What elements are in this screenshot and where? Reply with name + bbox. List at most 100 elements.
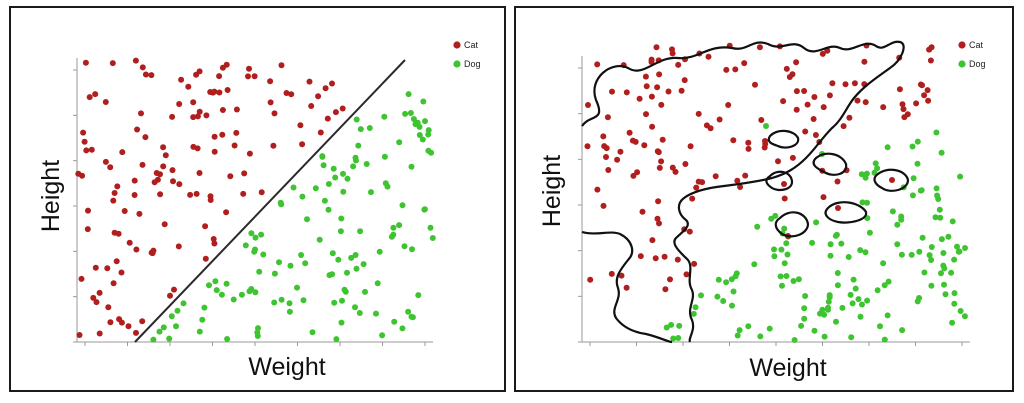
cat-point (131, 192, 138, 198)
cat-point (107, 164, 114, 171)
dog-point (300, 297, 307, 304)
dog-point (847, 291, 854, 298)
cat-point (240, 190, 247, 197)
dog-point (827, 252, 834, 259)
dog-point (409, 246, 415, 253)
dog-point (429, 235, 436, 241)
cat-point (111, 190, 118, 196)
dog-point (340, 188, 347, 195)
dog-point (428, 149, 435, 156)
dog-point (848, 334, 855, 341)
dog-point (340, 170, 346, 177)
dog-point (408, 163, 415, 170)
dog-point (320, 162, 327, 169)
chart-panel-linear: Height Weight Cat Dog (9, 6, 506, 392)
dog-point (781, 260, 788, 267)
cat-point (202, 255, 209, 262)
decision-boundary-curves (581, 40, 910, 344)
cat-point (210, 236, 217, 242)
cat-point (283, 90, 290, 96)
dog-point (271, 299, 278, 306)
cat-point (118, 269, 125, 276)
cat-point (271, 110, 278, 117)
dog-point (825, 298, 832, 305)
dog-point (736, 327, 743, 334)
cat-point (169, 167, 176, 174)
dog-point (150, 336, 157, 343)
cat-point (665, 88, 672, 95)
cat-point (131, 177, 138, 184)
dog-point (940, 250, 947, 256)
dog-point (864, 297, 871, 304)
cat-point (102, 99, 109, 105)
cat-point (681, 77, 688, 84)
dog-point (857, 313, 864, 320)
dog-point (408, 313, 415, 320)
y-axis-label: Height (538, 155, 566, 227)
dog-point (766, 325, 773, 332)
dog-point (325, 181, 332, 187)
cat-point (176, 181, 183, 188)
cat-point (267, 99, 274, 106)
cat-point (626, 129, 633, 136)
dog-point (256, 268, 263, 275)
cat-point (160, 144, 167, 151)
cat-point (761, 144, 768, 151)
cat-point (900, 106, 907, 113)
cat-point (667, 276, 673, 283)
dog-point (213, 287, 220, 294)
dog-point (838, 240, 845, 247)
dog-point (933, 185, 940, 192)
dog-point (921, 269, 928, 276)
dog-point (948, 269, 955, 276)
cat-point (693, 184, 700, 191)
dog-point (675, 335, 682, 341)
cat-point (745, 145, 752, 152)
dog-point (670, 335, 677, 342)
cat-point (594, 61, 601, 68)
dog-point (783, 240, 790, 247)
cat-point (793, 88, 800, 95)
cat-point (187, 191, 194, 198)
cat-point (716, 116, 723, 123)
dog-point (908, 251, 915, 258)
dog-point (932, 214, 939, 221)
cat-point (649, 123, 656, 130)
dog-point (212, 278, 219, 285)
dog-point (884, 144, 891, 151)
x-axis-label: Weight (749, 354, 826, 382)
cat-point (775, 158, 781, 165)
cat-point (608, 270, 615, 277)
cat-point (82, 59, 89, 66)
cat-point (105, 304, 112, 311)
cat-point (83, 147, 90, 154)
dog-point (817, 310, 823, 317)
dog-point (898, 216, 905, 223)
dog-point (312, 185, 319, 192)
cat-point (623, 284, 630, 291)
dog-point (353, 116, 360, 123)
cat-point (104, 265, 111, 272)
dog-point (898, 251, 905, 258)
dog-point (951, 300, 958, 307)
dog-point (729, 302, 735, 309)
cat-point (921, 92, 928, 99)
dog-point (777, 273, 784, 280)
dog-point (745, 323, 752, 330)
dog-point (344, 269, 350, 276)
cat-point (783, 65, 790, 72)
cat-point (861, 58, 868, 65)
cat-point (142, 71, 149, 78)
cat-point (85, 207, 91, 214)
dog-point (690, 310, 697, 317)
cat-point (725, 102, 732, 108)
dog-point (957, 308, 964, 314)
cat-point (629, 137, 636, 144)
cat-point (194, 145, 201, 152)
cat-point (322, 85, 329, 92)
dog-point (862, 249, 869, 256)
cat-point (339, 105, 346, 112)
cat-point (925, 97, 932, 104)
dog-point (357, 228, 364, 235)
dog-point (379, 332, 386, 339)
